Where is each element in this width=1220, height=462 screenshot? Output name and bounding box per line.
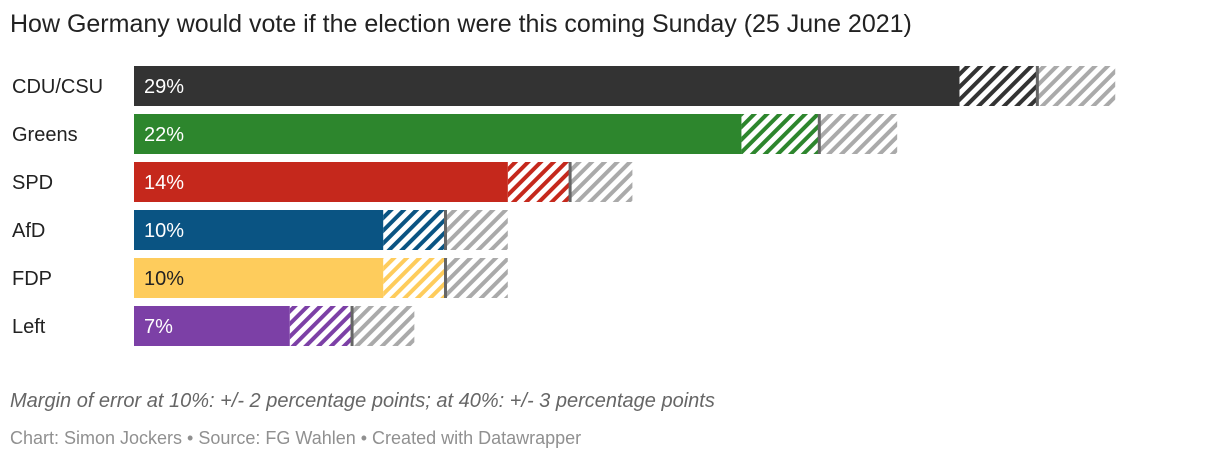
value-label: 22% [144,124,184,146]
uncertainty-lower-hatch [383,258,446,298]
value-marker [350,306,354,346]
chart-notes: Margin of error at 10%: +/- 2 percentage… [10,390,715,412]
uncertainty-lower-hatch [289,306,353,346]
bar-greens [134,114,742,154]
uncertainty-upper-hatch [445,210,508,250]
bar-cdu-csu [134,66,960,106]
uncertainty-lower-hatch [959,66,1038,106]
uncertainty-upper-hatch [352,306,415,346]
value-label: 10% [144,268,184,290]
uncertainty-upper-hatch [1037,66,1116,106]
value-marker [444,210,447,250]
category-label: SPD [12,172,53,194]
uncertainty-lower-hatch [741,114,820,154]
chart-title: How Germany would vote if the election w… [10,10,912,38]
bar-fdp [134,258,384,298]
bar-left [134,306,290,346]
value-marker [817,114,821,154]
category-label: Greens [12,124,78,146]
bar-afd [134,210,384,250]
chart-byline: Chart: Simon Jockers • Source: FG Wahlen… [10,428,582,448]
value-label: 29% [144,76,184,98]
category-label: AfD [12,220,45,242]
uncertainty-upper-hatch [819,114,898,154]
value-marker [1035,66,1039,106]
category-label: CDU/CSU [12,76,103,98]
uncertainty-upper-hatch [445,258,508,298]
value-label: 7% [144,316,173,338]
value-label: 10% [144,220,184,242]
uncertainty-lower-hatch [507,162,571,202]
value-marker [444,258,447,298]
category-label: Left [12,316,46,338]
bars-layer: CDU/CSU 29% Greens 22% SPD 14% AfD 10% FDP 10% Lef… [12,66,1116,346]
category-label: FDP [12,268,52,290]
bar-spd [134,162,508,202]
uncertainty-lower-hatch [383,210,446,250]
uncertainty-upper-hatch [570,162,633,202]
value-marker [568,162,572,202]
value-label: 14% [144,172,184,194]
